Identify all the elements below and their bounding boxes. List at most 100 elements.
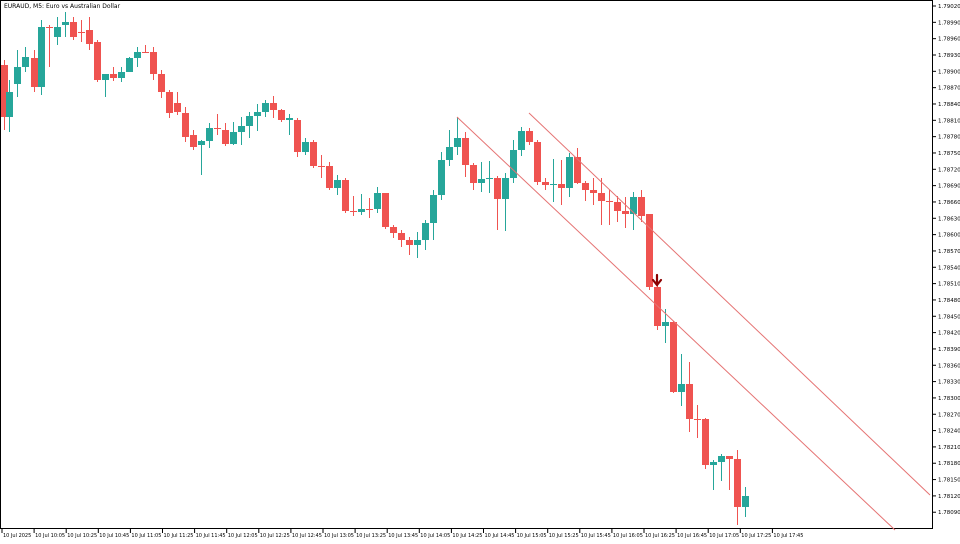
price-label: 1.78150 (938, 478, 960, 484)
candle-body (38, 27, 45, 87)
candle-body (254, 112, 261, 116)
candle-body (342, 180, 349, 211)
candle-body (606, 201, 613, 202)
trendlines-group[interactable] (456, 112, 931, 531)
bull-candle (198, 140, 205, 175)
candle-body (358, 209, 365, 212)
candle-body (198, 141, 205, 145)
bear-candle (542, 178, 549, 190)
candle-body (566, 157, 573, 188)
price-label: 1.78930 (938, 53, 960, 59)
price-label: 1.78420 (938, 331, 960, 337)
candle-body (462, 138, 469, 165)
time-label: 10 Jul 13:25 (356, 533, 386, 539)
bear-candle (166, 90, 173, 118)
candle-body (478, 179, 485, 183)
candle-body (334, 180, 341, 188)
time-label: 10 Jul 11:25 (164, 533, 194, 539)
bull-candle (302, 138, 309, 155)
candle-body (510, 150, 517, 178)
bull-candle (6, 80, 13, 132)
bear-candle (558, 160, 565, 205)
bull-candle (230, 122, 237, 145)
bull-candle (518, 127, 525, 156)
bull-candle (102, 74, 109, 97)
candle-body (414, 240, 421, 245)
bear-candle (470, 163, 477, 190)
time-label: 10 Jul 15:05 (517, 533, 547, 539)
bear-candle (46, 25, 53, 67)
time-label: 10 Jul 14:05 (420, 533, 450, 539)
bear-candle (694, 405, 701, 438)
candle-body (598, 193, 605, 201)
candle-body (326, 166, 333, 188)
candle-body (662, 322, 669, 326)
candle-body (302, 142, 309, 152)
time-label: 10 Jul 11:45 (196, 533, 226, 539)
time-label: 10 Jul 11:05 (131, 533, 161, 539)
candle-body (718, 456, 725, 462)
bull-candle (134, 47, 141, 67)
price-label: 1.78180 (938, 461, 960, 467)
price-label: 1.78600 (938, 233, 960, 239)
candle-body (246, 116, 253, 126)
bear-candle (1, 60, 8, 130)
bear-candle (494, 176, 501, 230)
bull-candle (662, 309, 669, 343)
price-label: 1.78480 (938, 298, 960, 304)
candle-body (126, 58, 133, 72)
annotations-group (651, 273, 663, 287)
bear-candle (406, 237, 413, 255)
candle-body (222, 130, 229, 144)
bull-candle (718, 454, 725, 481)
price-label: 1.78630 (938, 216, 960, 222)
bear-candle (294, 118, 301, 157)
bear-candle (70, 17, 77, 40)
bull-candle (550, 159, 557, 202)
time-axis[interactable]: 10 Jul 2025 10 Jul 10:05 10 Jul 10:25 10 Ju… (1, 529, 803, 539)
trendline[interactable] (456, 116, 896, 531)
candle-body (438, 160, 445, 195)
candle-body (590, 190, 597, 193)
bear-candle (382, 193, 389, 229)
bull-candle (502, 173, 509, 231)
bear-candle (614, 196, 621, 222)
bull-candle (238, 117, 245, 145)
bull-candle (246, 112, 253, 138)
bull-candle (54, 17, 61, 45)
price-label: 1.78330 (938, 380, 960, 386)
price-axis[interactable]: 1.79020 1.78990 1.78960 1.78930 1.78900 1.788… (932, 4, 960, 516)
bull-candle (630, 192, 637, 230)
candle-body (398, 233, 405, 240)
time-label: 10 Jul 10:05 (35, 533, 65, 539)
bear-candle (734, 450, 741, 525)
bear-candle (110, 67, 117, 81)
bear-candle (638, 190, 645, 222)
price-label: 1.78270 (938, 412, 960, 418)
bear-candle (326, 162, 333, 190)
candle-body (390, 227, 397, 233)
bull-candle (510, 140, 517, 183)
candle-body (150, 52, 157, 74)
time-label: 10 Jul 16:45 (677, 533, 707, 539)
bear-candle (158, 70, 165, 98)
bear-candle (190, 130, 197, 150)
price-label: 1.78990 (938, 20, 960, 26)
trendline[interactable] (528, 112, 931, 496)
price-label: 1.78090 (938, 510, 960, 516)
bull-candle (334, 175, 341, 195)
candle-body (70, 22, 77, 37)
candle-body (406, 240, 413, 245)
bear-candle (726, 456, 733, 490)
price-label: 1.78750 (938, 151, 960, 157)
bear-candle (150, 47, 157, 80)
bull-candle (742, 487, 749, 517)
candle-body (230, 132, 237, 144)
bear-candle (590, 178, 597, 205)
candle-body (726, 456, 733, 459)
candle-body (46, 27, 53, 28)
price-label: 1.78900 (938, 69, 960, 75)
candles-group (1, 12, 749, 525)
